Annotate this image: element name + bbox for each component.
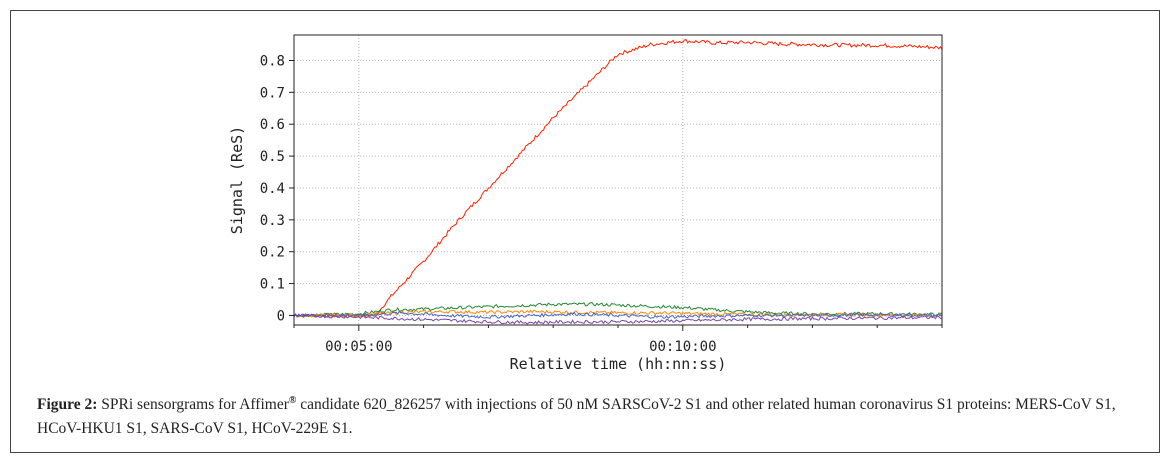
y-tick-label: 0.5: [260, 149, 285, 165]
grid-layer: [294, 35, 942, 325]
series-line-4: [293, 313, 943, 325]
y-tick-label: 0: [277, 308, 285, 324]
x-axis-label: Relative time (hh:nn:ss): [510, 355, 727, 373]
series-layer: [293, 39, 943, 325]
caption-text-before: SPRi sensorgrams for Affimer: [97, 396, 289, 413]
figure-caption: Figure 2: SPRi sensorgrams for Affimer® …: [37, 393, 1157, 441]
y-tick-label: 0.7: [260, 85, 285, 101]
y-tick-label: 0.8: [260, 53, 285, 69]
series-line-1: [293, 302, 943, 318]
y-axis-label: Signal (ReS): [228, 126, 246, 234]
y-tick-label: 0.2: [260, 245, 285, 261]
y-tick-label: 0.3: [260, 213, 285, 229]
y-axis-ticks: 0 0.1 0.2 0.3 0.4 0.5 0.6 0.7 0.8: [260, 53, 294, 324]
figure-frame: 0 0.1 0.2 0.3 0.4 0.5 0.6 0.7 0.8 00:05:00 00:10:…: [10, 10, 1160, 453]
series-line-0: [293, 39, 943, 318]
x-tick-label: 00:05:00: [325, 339, 392, 355]
registered-mark: ®: [288, 394, 297, 406]
y-tick-label: 0.6: [260, 117, 285, 133]
caption-text-after: candidate 620_826257 with injections of …: [37, 396, 1116, 437]
y-tick-label: 0.1: [260, 277, 285, 293]
x-tick-label: 00:10:00: [649, 339, 716, 355]
figure-label: Figure 2:: [37, 396, 98, 413]
y-tick-label: 0.4: [260, 181, 285, 197]
sensorgram-chart: 0 0.1 0.2 0.3 0.4 0.5 0.6 0.7 0.8 00:05:00 00:10:…: [216, 25, 951, 375]
x-axis-ticks: 00:05:00 00:10:00: [293, 325, 943, 355]
series-line-3: [293, 310, 943, 320]
chart-background: [216, 25, 951, 375]
